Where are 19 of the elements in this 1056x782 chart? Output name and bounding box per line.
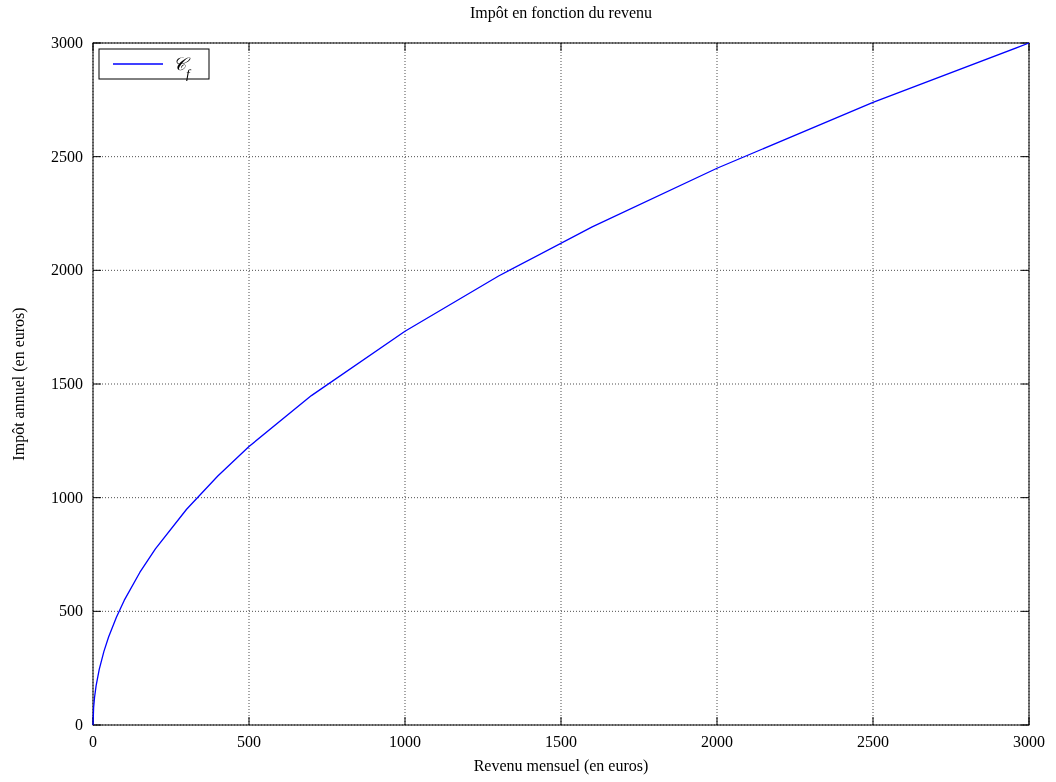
x-tick-label: 2500 xyxy=(857,733,889,750)
line-series xyxy=(92,42,1030,726)
chart-title: Impôt en fonction du revenu xyxy=(469,4,653,22)
x-tick-label: 1000 xyxy=(389,733,421,750)
x-tick-label: 1500 xyxy=(545,733,577,750)
legend-label: 𝒞$_{f}$ xyxy=(173,54,192,81)
x-tick-label: 0 xyxy=(89,733,97,750)
y-tick-label: 2500 xyxy=(51,147,83,165)
y-tick-label: 2000 xyxy=(51,261,83,279)
x-tick-label: 2000 xyxy=(701,733,733,750)
y-tick-label: 0 xyxy=(75,716,83,733)
y-tick-label: 500 xyxy=(59,602,83,620)
x-tick-label: 500 xyxy=(237,733,261,750)
x-axis-title: Revenu mensuel (en euros) xyxy=(473,757,649,775)
y-tick-label: 1500 xyxy=(51,375,83,392)
y-tick-label: 3000 xyxy=(51,34,83,51)
y-axis-title: Impôt annuel (en euros) xyxy=(10,307,28,461)
x-tick-label: 3000 xyxy=(1013,733,1045,750)
y-tick-label: 1000 xyxy=(51,488,83,506)
